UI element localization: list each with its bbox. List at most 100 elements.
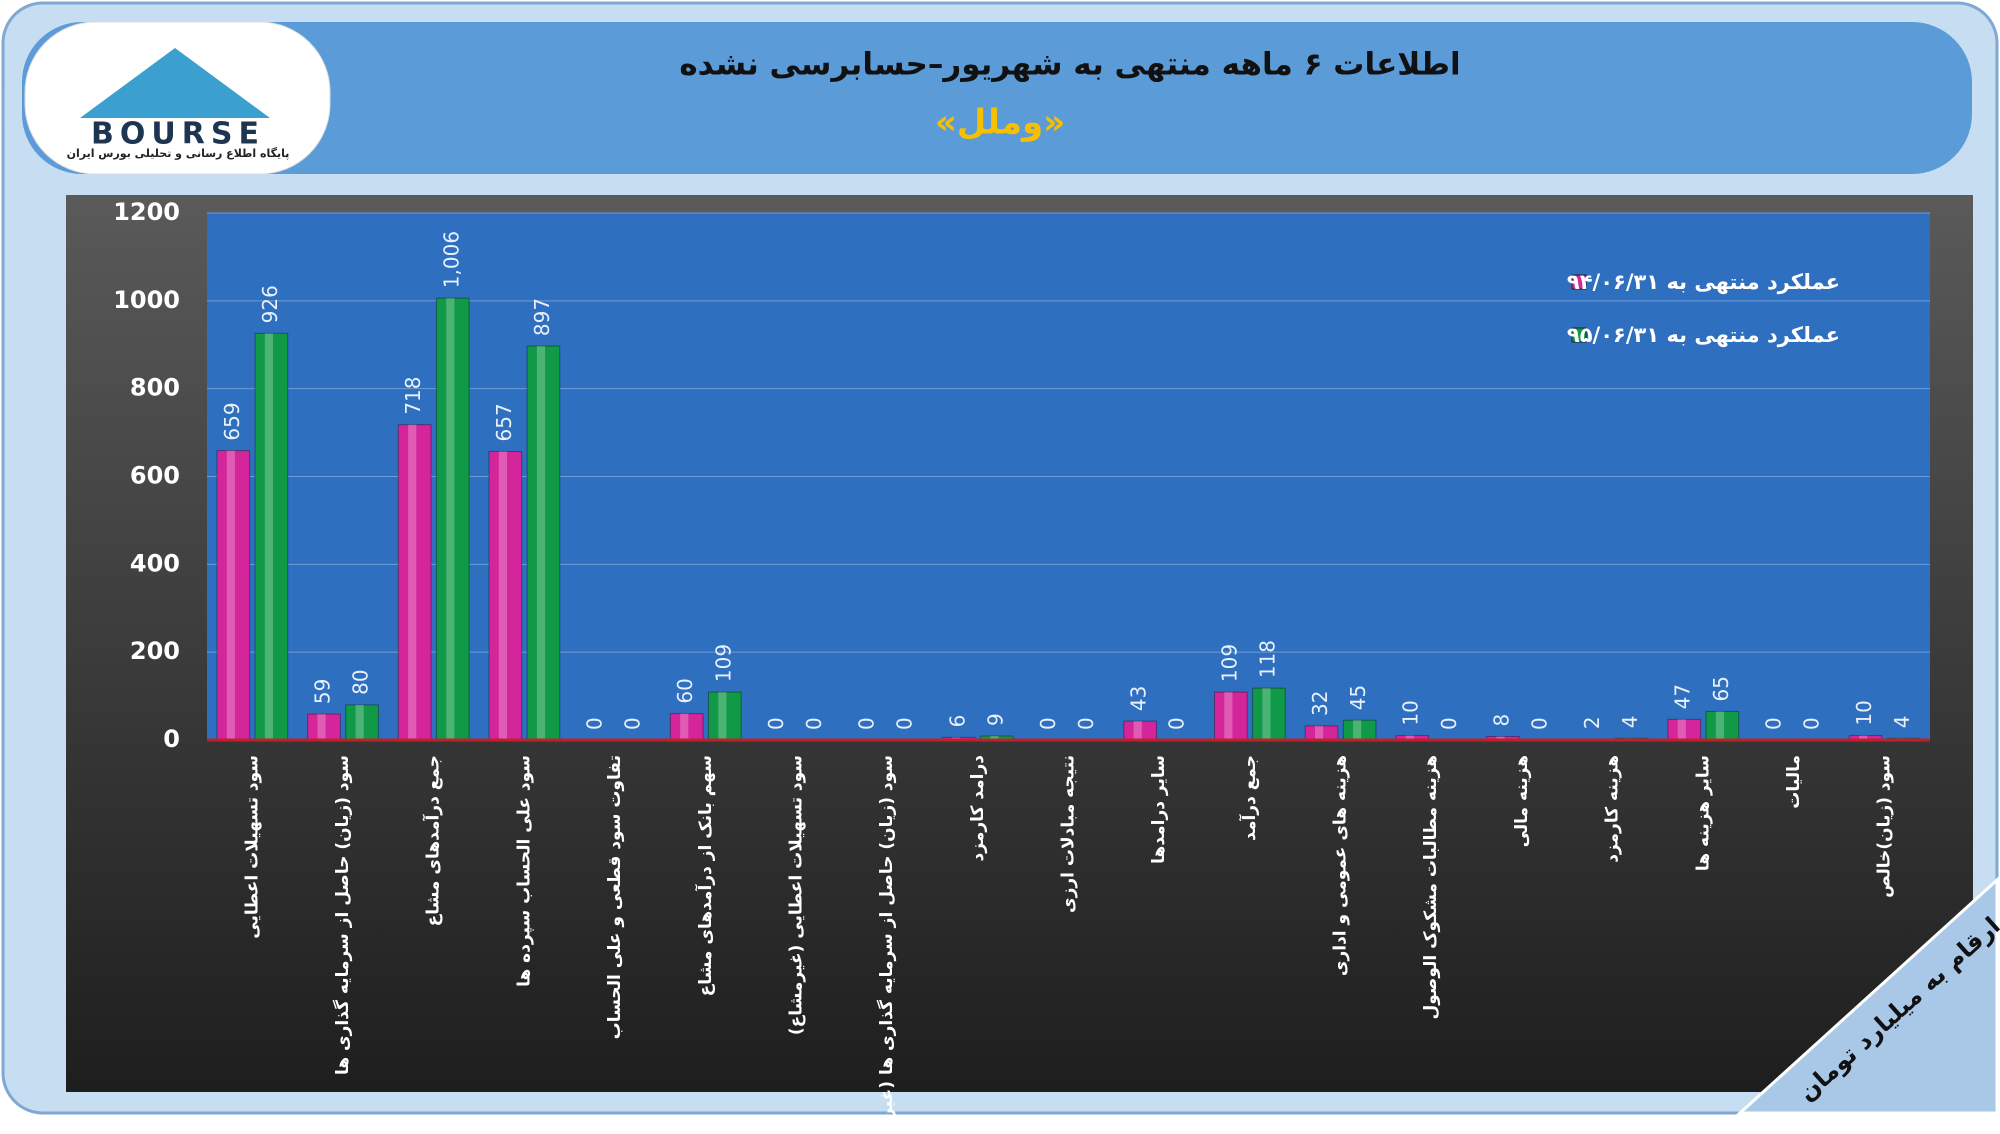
- value-label: 0: [893, 717, 917, 730]
- value-label: 109: [1217, 644, 1241, 682]
- bar: [307, 713, 341, 741]
- bar-shine: [1353, 720, 1362, 740]
- value-label: 4: [1890, 716, 1914, 729]
- value-label: 1,006: [439, 231, 463, 288]
- value-label: 9: [983, 713, 1007, 726]
- x-tick-label: سهم بانک از درآمدهای مشاع: [694, 755, 716, 996]
- bar-shine: [226, 450, 235, 740]
- value-label: 47: [1671, 684, 1695, 709]
- value-label: 0: [1800, 717, 1824, 730]
- bar-shine: [446, 298, 455, 740]
- value-label: 0: [764, 717, 788, 730]
- value-label: 10: [1852, 700, 1876, 725]
- value-label: 60: [673, 678, 697, 703]
- x-tick-label: تفاوت سود قطعی و علی الحساب: [605, 755, 625, 1039]
- value-label: 0: [1761, 717, 1785, 730]
- value-label: 59: [310, 679, 334, 704]
- value-label: 65: [1709, 676, 1733, 701]
- legend-swatch: [1571, 274, 1587, 290]
- x-tick-label: نتیجه مبادلات ارزی: [1059, 755, 1079, 913]
- logo-triangle: [80, 48, 270, 118]
- y-tick-label: 0: [163, 725, 180, 753]
- x-tick-label: سایر هزینه ها: [1693, 755, 1713, 871]
- bar-shine: [1715, 711, 1724, 740]
- bar-shine: [355, 704, 364, 740]
- value-label: 43: [1127, 686, 1151, 711]
- y-tick-label: 1000: [113, 286, 180, 314]
- x-tick-label: جمع درآمدهای مشاع: [422, 755, 444, 926]
- legend-label: عملکرد منتهی به ۹۵/۰۶/۳۱: [1567, 323, 1840, 347]
- value-label: 109: [711, 644, 735, 682]
- x-tick-label: سود (زیان)خالص: [1875, 755, 1895, 898]
- y-tick-label: 800: [130, 374, 180, 402]
- value-label: 657: [492, 403, 516, 441]
- x-tick-label: درامد کارمزد: [968, 755, 988, 862]
- value-label: 80: [349, 669, 373, 694]
- x-tick-label: سود (زیان) حاصل از سرمایه گذاری ها (غیر …: [876, 755, 897, 1130]
- bar: [345, 704, 379, 741]
- bar-shine: [1262, 688, 1271, 740]
- x-tick-label: سود (زیان) حاصل از سرمایه گذاری ها: [332, 755, 353, 1075]
- y-tick-label: 1200: [113, 198, 180, 226]
- bar: [216, 450, 251, 741]
- value-label: 6: [945, 715, 969, 728]
- x-tick-label: مالیات: [1784, 755, 1804, 809]
- x-tick-label: هزینه مطالبات مشکوک الوصول: [1421, 755, 1441, 1020]
- value-label: 926: [258, 285, 282, 323]
- value-label: 659: [220, 402, 244, 440]
- x-tick-label: هزینه های عمومی و اداری: [1331, 755, 1351, 976]
- value-label: 32: [1308, 690, 1332, 715]
- bar-shine: [990, 736, 999, 740]
- value-label: 2: [1580, 716, 1604, 729]
- value-label: 0: [1074, 717, 1098, 730]
- bar-shine: [1496, 736, 1505, 740]
- y-tick-label: 400: [130, 549, 180, 577]
- value-label: 118: [1255, 640, 1279, 678]
- bar-shine: [1859, 735, 1868, 740]
- x-tick-label: جمع درآمد: [1238, 755, 1260, 841]
- y-tick-label: 600: [130, 462, 180, 490]
- bar-shine: [1314, 725, 1324, 740]
- bar-shine: [1224, 692, 1233, 740]
- value-label: 0: [1437, 717, 1461, 730]
- title: اطلاعات ۶ ماهه منتهی به شهریور–حسابرسی ن…: [679, 47, 1460, 83]
- legend-label: عملکرد منتهی به ۹۴/۰۶/۳۱: [1567, 270, 1840, 294]
- x-tick-label: سایر درامدها: [1149, 755, 1169, 864]
- bar-shine: [264, 333, 274, 740]
- value-label: 718: [401, 376, 425, 414]
- bar-shine: [408, 424, 417, 740]
- value-label: 0: [621, 717, 645, 730]
- header: [22, 22, 1972, 174]
- bar-shine: [680, 713, 689, 740]
- logo: BOURSE پایگاه اطلاع رسانی و تحلیلی بورس …: [24, 21, 331, 175]
- value-label: 8: [1489, 714, 1513, 727]
- bar: [707, 691, 742, 741]
- value-label: 0: [1036, 717, 1060, 730]
- x-tick-label: سود تسهیلات اعطایی (غیرمشاع): [786, 755, 806, 1035]
- bar: [526, 345, 561, 741]
- x-tick-label: هزینه مالی: [1512, 755, 1532, 847]
- value-label: 0: [855, 717, 879, 730]
- bar-shine: [718, 692, 727, 740]
- logo-tagline: پایگاه اطلاع رسانی و تحلیلی بورس ایران: [67, 147, 290, 160]
- subtitle: «وملل»: [935, 103, 1065, 143]
- value-label: 0: [583, 717, 607, 730]
- unit-corner: [1736, 876, 1999, 1115]
- value-label: 4: [1618, 716, 1642, 729]
- value-label: 0: [1165, 717, 1189, 730]
- bar: [1252, 687, 1286, 741]
- bar-shine: [498, 451, 507, 740]
- x-tick-label: سود علی الحساب سپرده ها: [514, 755, 534, 987]
- value-label: 45: [1346, 685, 1370, 710]
- value-label: 10: [1399, 700, 1423, 725]
- value-label: 897: [530, 298, 554, 336]
- x-tick-label: سود تسهیلات اعطایی: [242, 755, 262, 939]
- logo-name: BOURSE: [91, 117, 265, 152]
- bar-shine: [536, 346, 546, 740]
- x-tick-label: هزینه کارمزد: [1603, 755, 1623, 863]
- bar: [1214, 691, 1248, 741]
- legend-swatch: [1571, 327, 1587, 343]
- bar: [254, 332, 289, 741]
